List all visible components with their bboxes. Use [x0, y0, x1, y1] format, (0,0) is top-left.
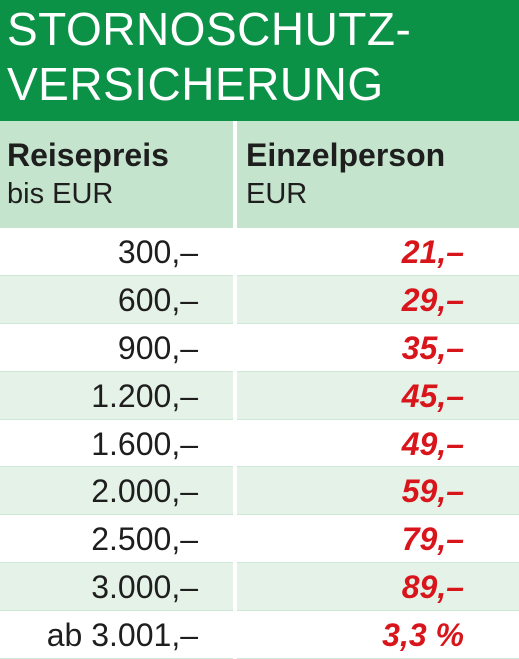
table-row: 1.600,– 49,–	[0, 420, 519, 468]
title-banner: STORNOSCHUTZ- VERSICHERUNG	[0, 0, 519, 121]
insurance-fee: 89,–	[401, 569, 464, 606]
travel-price: 300,–	[117, 234, 198, 270]
table-row: 300,– 21,–	[0, 228, 519, 276]
travel-price: 2.500,–	[91, 521, 198, 558]
header-single-person: Einzelperson EUR	[246, 135, 445, 213]
table-row: 900,– 35,–	[0, 324, 519, 372]
title-line-2: VERSICHERUNG	[7, 58, 384, 110]
table-row: 3.000,– 89,–	[0, 563, 519, 612]
table-row: 1.200,– 45,–	[0, 371, 519, 420]
travel-price: ab 3.001,–	[46, 617, 198, 654]
insurance-fee: 49,–	[401, 425, 464, 462]
travel-price: 3.000,–	[91, 569, 198, 606]
table-row: 2.000,– 59,–	[0, 467, 519, 516]
table-row: 2.500,– 79,–	[0, 515, 519, 564]
header-single-person-unit: EUR	[246, 178, 308, 210]
table-header: Reisepreis bis EUR Einzelperson EUR	[0, 121, 519, 228]
travel-price: 2.000,–	[91, 473, 198, 510]
travel-price: 1.200,–	[91, 377, 198, 414]
insurance-fee: 45,–	[401, 377, 464, 414]
table-row: 600,– 29,–	[0, 275, 519, 324]
title-line-1: STORNOSCHUTZ-	[7, 3, 412, 55]
header-travel-price: Reisepreis bis EUR	[7, 135, 169, 213]
column-divider	[233, 121, 237, 659]
insurance-fee: 29,–	[401, 281, 464, 318]
table-row: ab 3.001,– 3,3 %	[0, 611, 519, 659]
insurance-fee: 79,–	[401, 521, 464, 558]
insurance-fee: 21,–	[401, 234, 464, 270]
header-single-person-label: Einzelperson	[246, 137, 446, 173]
insurance-fee: 59,–	[401, 473, 464, 510]
travel-price: 600,–	[117, 281, 198, 318]
header-travel-price-unit: bis EUR	[7, 178, 114, 210]
insurance-fee: 35,–	[401, 329, 464, 366]
travel-price: 900,–	[117, 329, 198, 366]
insurance-fee: 3,3 %	[382, 617, 464, 654]
table-body: 300,– 21,– 600,– 29,– 900,– 35,– 1.200,–…	[0, 228, 519, 659]
header-travel-price-label: Reisepreis	[7, 137, 169, 173]
travel-price: 1.600,–	[91, 425, 198, 462]
